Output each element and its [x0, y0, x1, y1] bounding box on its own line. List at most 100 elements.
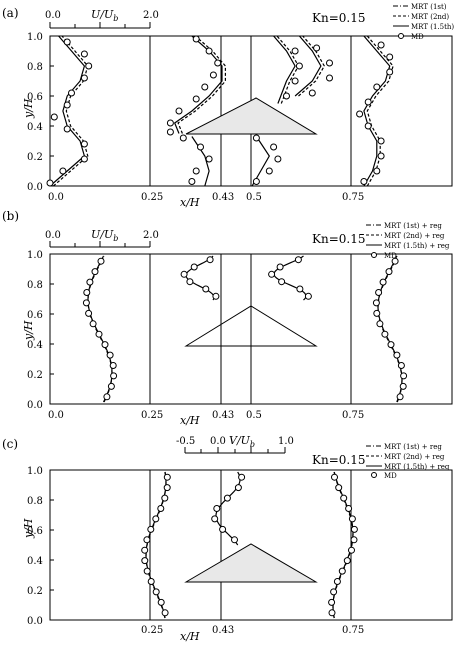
md-point	[350, 525, 358, 533]
md-point	[340, 494, 348, 502]
profile-line	[294, 35, 322, 97]
profile-tick-label: 1.0	[278, 436, 294, 447]
md-point	[278, 278, 286, 286]
md-point	[85, 62, 93, 70]
md-point	[197, 143, 204, 151]
md-point	[50, 113, 58, 121]
md-point	[143, 567, 151, 575]
md-point	[214, 59, 222, 67]
md-point	[83, 289, 91, 296]
profile-axis-ticks	[184, 447, 286, 453]
md-point	[141, 557, 149, 565]
triangle-obstacle	[184, 305, 318, 347]
md-points	[82, 256, 408, 401]
x-axis-label: x/H	[180, 414, 200, 427]
md-point	[364, 122, 372, 130]
md-point	[166, 128, 174, 136]
svg-text:MRT (1.5th): MRT (1.5th)	[411, 23, 454, 31]
md-point	[338, 567, 346, 575]
x-tick-label: 0.25	[141, 192, 163, 203]
svg-text:MRT (2nd) + reg: MRT (2nd) + reg	[384, 453, 445, 461]
y-tick-label: 1.0	[27, 32, 43, 43]
x-tick-label: 0.75	[342, 192, 364, 203]
md-point	[202, 285, 210, 293]
md-point	[80, 140, 88, 148]
md-point	[372, 299, 380, 307]
y-tick-label: 0.2	[27, 152, 43, 163]
profile-line	[185, 255, 215, 301]
md-point	[209, 71, 217, 79]
profile-line	[363, 35, 391, 187]
md-point	[85, 309, 93, 317]
md-point	[364, 98, 372, 106]
y-tick-label: 1.0	[27, 250, 43, 261]
md-point	[386, 68, 394, 76]
md-point	[335, 484, 343, 492]
svg-text:MD: MD	[384, 252, 397, 260]
md-point	[63, 38, 71, 46]
svg-text:MD: MD	[411, 33, 424, 41]
x-tick-label: 0.25	[141, 625, 163, 636]
md-point	[265, 167, 273, 175]
profile-tick-label: 2.0	[143, 10, 159, 21]
panel-b: (b) Kn=0.15 y/H x/H 0.0 2.0 U/Ub 0.0	[2, 209, 453, 427]
md-point	[161, 609, 169, 617]
md-point	[295, 62, 303, 70]
md-point	[106, 351, 114, 359]
md-point	[252, 134, 260, 142]
md-point	[252, 178, 260, 185]
md-point	[63, 101, 71, 109]
md-point	[110, 372, 118, 380]
md-point	[381, 330, 389, 338]
x-tick-label: 0.43	[212, 410, 234, 421]
md-point	[192, 95, 200, 103]
y-ticks	[50, 35, 54, 187]
md-point	[59, 167, 67, 175]
md-points	[46, 35, 394, 187]
md-point	[206, 256, 214, 264]
panel-c: (c) Kn=0.15 y/H x/H -0.5 0.0 1.0 V/Ub	[2, 434, 453, 643]
md-point	[190, 263, 198, 271]
md-point	[223, 494, 231, 502]
md-point	[109, 362, 117, 369]
profile-line	[145, 471, 167, 619]
y-tick-label: 0.4	[27, 122, 43, 133]
md-point	[400, 372, 408, 380]
y-tick-label: 0.8	[27, 280, 43, 291]
md-point	[163, 484, 171, 492]
md-point	[313, 44, 321, 52]
md-point	[213, 505, 221, 512]
md-point	[143, 536, 151, 544]
profile-curves	[87, 255, 403, 403]
md-point	[231, 536, 238, 544]
md-point	[274, 155, 282, 163]
y-tick-label: 0.6	[27, 310, 43, 321]
md-point	[192, 167, 200, 175]
profile-line	[273, 255, 307, 301]
profile-line	[49, 35, 86, 187]
md-point	[391, 257, 399, 265]
md-point	[238, 473, 246, 481]
md-point	[396, 393, 404, 401]
triangle-obstacle	[185, 97, 318, 135]
x-tick-label: 0.5	[246, 192, 262, 203]
md-point	[348, 546, 355, 554]
x-tick-label: 0.43	[212, 625, 234, 636]
y-tick-label: 0.2	[27, 370, 43, 381]
md-point	[268, 270, 276, 278]
y-tick-label: 0.8	[27, 496, 43, 507]
md-point	[141, 546, 149, 554]
md-point	[393, 351, 401, 359]
md-point	[304, 292, 312, 300]
svg-text:MRT (2nd) + reg: MRT (2nd) + reg	[384, 232, 445, 240]
md-point	[387, 341, 395, 349]
legend: MRT (1st) + reg MRT (2nd) + reg MRT (1.5…	[366, 443, 450, 480]
md-point	[107, 382, 115, 390]
y-ticks	[50, 253, 54, 405]
y-tick-label: 1.0	[27, 466, 43, 477]
x-tick-label: 0.75	[342, 410, 364, 421]
md-point	[386, 53, 394, 61]
md-point	[80, 155, 88, 163]
md-point	[360, 178, 368, 185]
profile-line	[366, 35, 394, 187]
